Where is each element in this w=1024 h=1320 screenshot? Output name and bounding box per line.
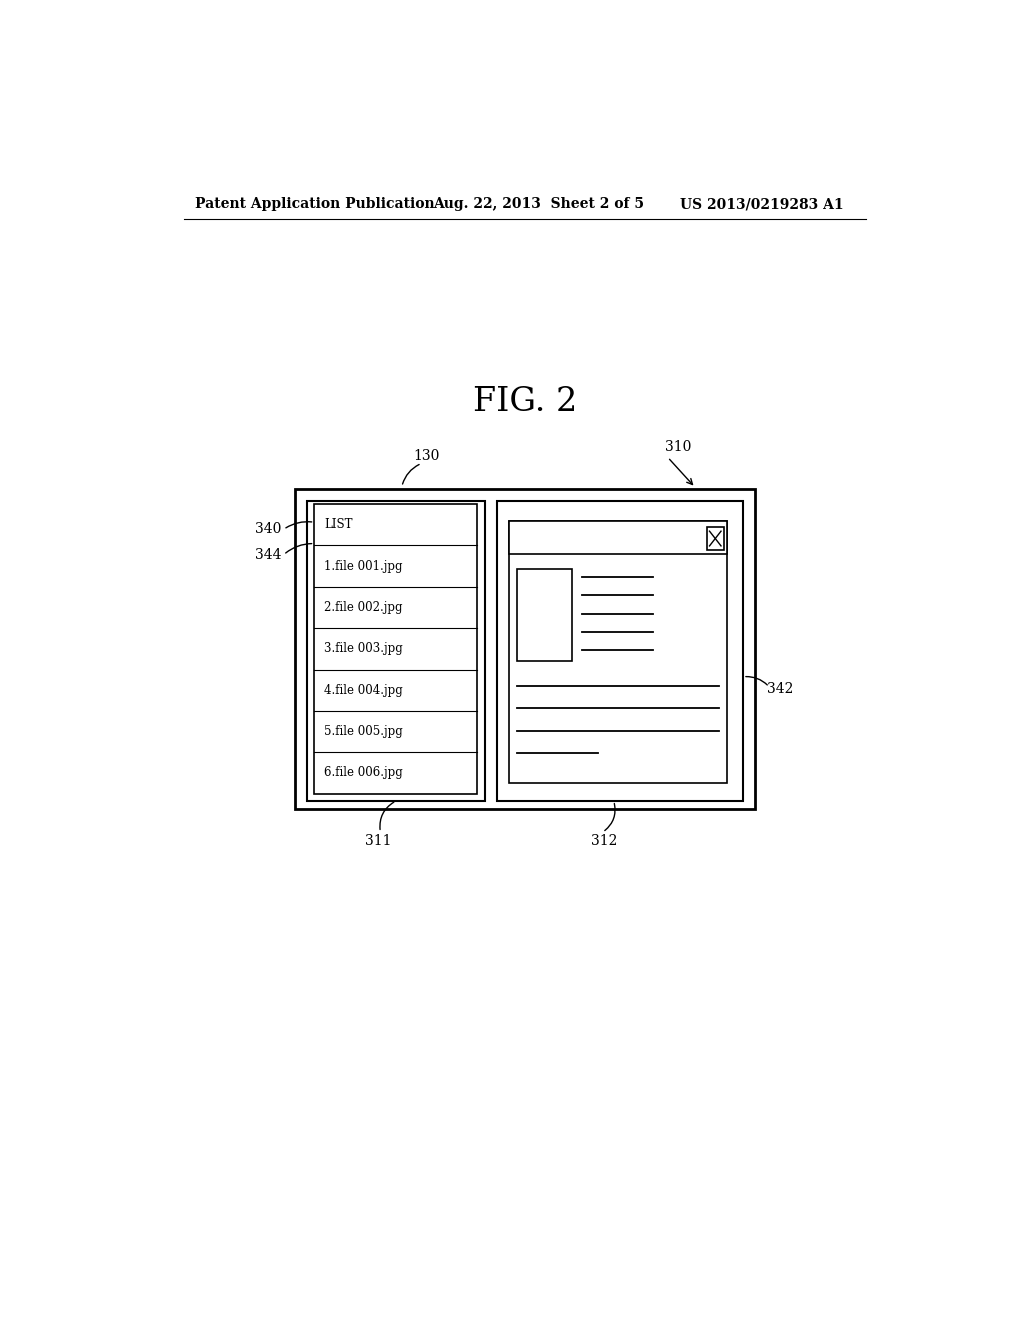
- Text: LIST: LIST: [324, 519, 352, 531]
- Text: 312: 312: [591, 834, 617, 849]
- Text: 340: 340: [255, 523, 282, 536]
- Text: 1.file 001.jpg: 1.file 001.jpg: [324, 560, 402, 573]
- Text: 310: 310: [665, 440, 691, 454]
- Text: 130: 130: [414, 449, 439, 463]
- Text: 344: 344: [255, 548, 282, 562]
- Text: Aug. 22, 2013  Sheet 2 of 5: Aug. 22, 2013 Sheet 2 of 5: [433, 197, 644, 211]
- Bar: [707, 528, 724, 549]
- Bar: [509, 521, 727, 554]
- Text: 5.file 005.jpg: 5.file 005.jpg: [324, 725, 402, 738]
- Text: 3.file 003.jpg: 3.file 003.jpg: [324, 643, 402, 655]
- Bar: [295, 488, 755, 809]
- Text: US 2013/0219283 A1: US 2013/0219283 A1: [680, 197, 843, 211]
- Text: 2.file 002.jpg: 2.file 002.jpg: [324, 601, 402, 614]
- Bar: [497, 500, 743, 801]
- Bar: [517, 569, 572, 660]
- Bar: [314, 504, 477, 793]
- Text: 311: 311: [365, 834, 391, 849]
- Bar: [306, 500, 485, 801]
- Text: Patent Application Publication: Patent Application Publication: [196, 197, 435, 211]
- Text: 342: 342: [767, 682, 794, 696]
- Text: FIG. 2: FIG. 2: [473, 387, 577, 418]
- Text: 6.file 006.jpg: 6.file 006.jpg: [324, 767, 402, 779]
- Text: 4.file 004.jpg: 4.file 004.jpg: [324, 684, 402, 697]
- Bar: [509, 521, 727, 784]
